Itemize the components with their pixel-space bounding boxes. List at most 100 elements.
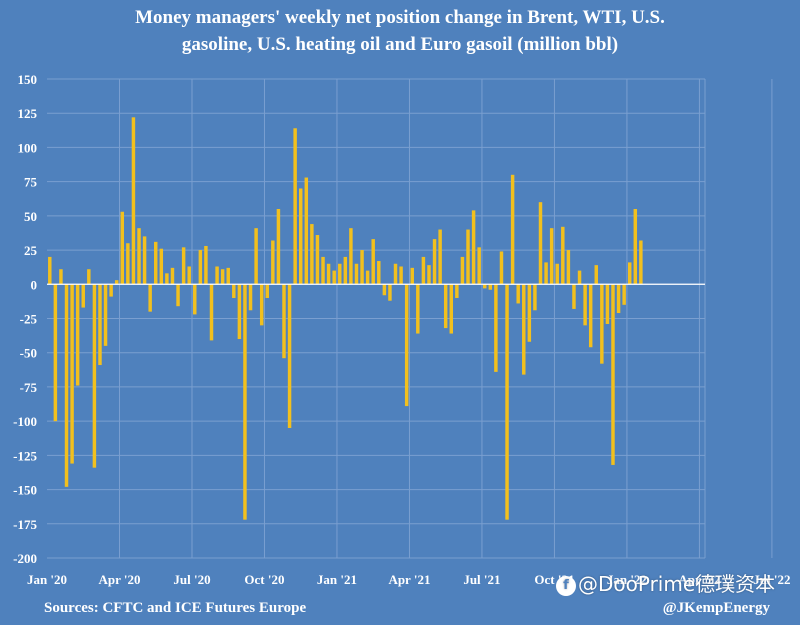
bar xyxy=(549,228,554,285)
bar xyxy=(371,239,375,285)
bar xyxy=(466,229,470,285)
facebook-icon: f xyxy=(556,575,576,596)
bar xyxy=(304,177,309,285)
bar xyxy=(522,284,526,375)
y-tick-label: -150 xyxy=(13,483,37,498)
bar xyxy=(365,270,370,285)
bar xyxy=(114,280,119,285)
bar xyxy=(282,284,286,359)
bar xyxy=(399,266,403,285)
x-tick-label: Jan '21 xyxy=(317,572,357,587)
bar xyxy=(109,284,113,297)
bar xyxy=(360,250,364,285)
bar xyxy=(455,284,459,298)
bar xyxy=(181,247,186,285)
bar xyxy=(237,284,242,340)
bar xyxy=(483,284,487,289)
bar xyxy=(103,284,108,346)
bar xyxy=(98,284,102,366)
bar xyxy=(332,270,336,285)
x-tick-label: Jan '22 xyxy=(607,572,647,587)
bar xyxy=(137,228,141,285)
source-note: Sources: CFTC and ICE Futures Europe xyxy=(44,600,307,616)
bar xyxy=(583,284,587,326)
bar xyxy=(92,284,97,468)
bar xyxy=(561,226,565,285)
bar xyxy=(588,284,593,348)
y-axis: 150 125 100 75 50 25 0 -25 -50 -75 -100 -125 -150 -17… xyxy=(13,72,37,566)
y-tick-label: 75 xyxy=(24,175,38,190)
bar xyxy=(577,270,582,285)
bar xyxy=(159,248,164,285)
x-tick-label: Apr '22 xyxy=(678,572,720,587)
bar xyxy=(198,250,203,285)
bar xyxy=(410,267,414,285)
y-tick-label: -125 xyxy=(13,448,37,463)
bar xyxy=(421,256,426,285)
bar xyxy=(120,211,125,285)
y-tick-label: -75 xyxy=(20,380,38,395)
bar xyxy=(349,228,353,285)
y-tick-label: -25 xyxy=(20,312,38,327)
bar xyxy=(321,256,325,285)
bar xyxy=(432,239,437,285)
x-tick-label: Apr '20 xyxy=(98,572,140,587)
y-tick-label: -200 xyxy=(13,551,37,566)
bar xyxy=(87,269,91,285)
bar xyxy=(64,284,69,487)
bar xyxy=(382,284,387,296)
bar xyxy=(75,284,80,386)
bar xyxy=(594,265,598,285)
bar xyxy=(600,284,604,364)
bar xyxy=(248,284,253,311)
bar xyxy=(404,284,409,407)
bar xyxy=(276,209,281,285)
bar xyxy=(499,251,504,285)
bar xyxy=(220,269,225,285)
y-tick-label: 100 xyxy=(18,140,38,155)
x-tick-label: Jul '21 xyxy=(463,572,500,587)
bar xyxy=(505,284,509,520)
bar xyxy=(315,235,320,285)
bar xyxy=(310,224,314,285)
bar xyxy=(460,256,465,285)
bar xyxy=(209,284,214,341)
bar xyxy=(488,284,493,290)
bar xyxy=(232,284,236,298)
bar xyxy=(131,117,136,285)
bar xyxy=(443,284,448,329)
bar xyxy=(271,240,275,285)
bar xyxy=(427,265,431,285)
bar-series xyxy=(48,117,643,520)
bar xyxy=(627,262,632,285)
bar xyxy=(544,262,548,285)
x-tick-label: Oct '20 xyxy=(244,572,284,587)
bar xyxy=(293,128,297,285)
bar xyxy=(605,284,610,324)
bar xyxy=(254,228,258,285)
bar xyxy=(538,202,543,285)
bar xyxy=(494,284,498,372)
bar xyxy=(226,267,230,285)
bar xyxy=(187,266,191,285)
y-tick-label: 50 xyxy=(24,209,37,224)
x-tick-label: Apr '21 xyxy=(388,572,430,587)
y-tick-label: -175 xyxy=(13,517,37,532)
bar xyxy=(377,261,381,285)
watermark-text: @DooPrime德璞资本 xyxy=(578,572,776,596)
bar xyxy=(53,284,58,422)
author-credit: @JKempEnergy xyxy=(662,600,770,616)
bar xyxy=(527,284,532,342)
bar xyxy=(572,284,576,309)
bar xyxy=(449,284,454,334)
y-tick-label: -100 xyxy=(13,414,37,429)
bar xyxy=(243,284,247,520)
x-tick-label: Jul '22 xyxy=(753,572,790,587)
watermark: f @DooPrime德璞资本 xyxy=(556,568,775,597)
y-tick-label: 125 xyxy=(18,106,38,121)
bar xyxy=(142,236,147,285)
bar xyxy=(533,284,537,311)
bar xyxy=(326,263,331,285)
bar xyxy=(298,188,303,285)
bar xyxy=(170,267,175,285)
